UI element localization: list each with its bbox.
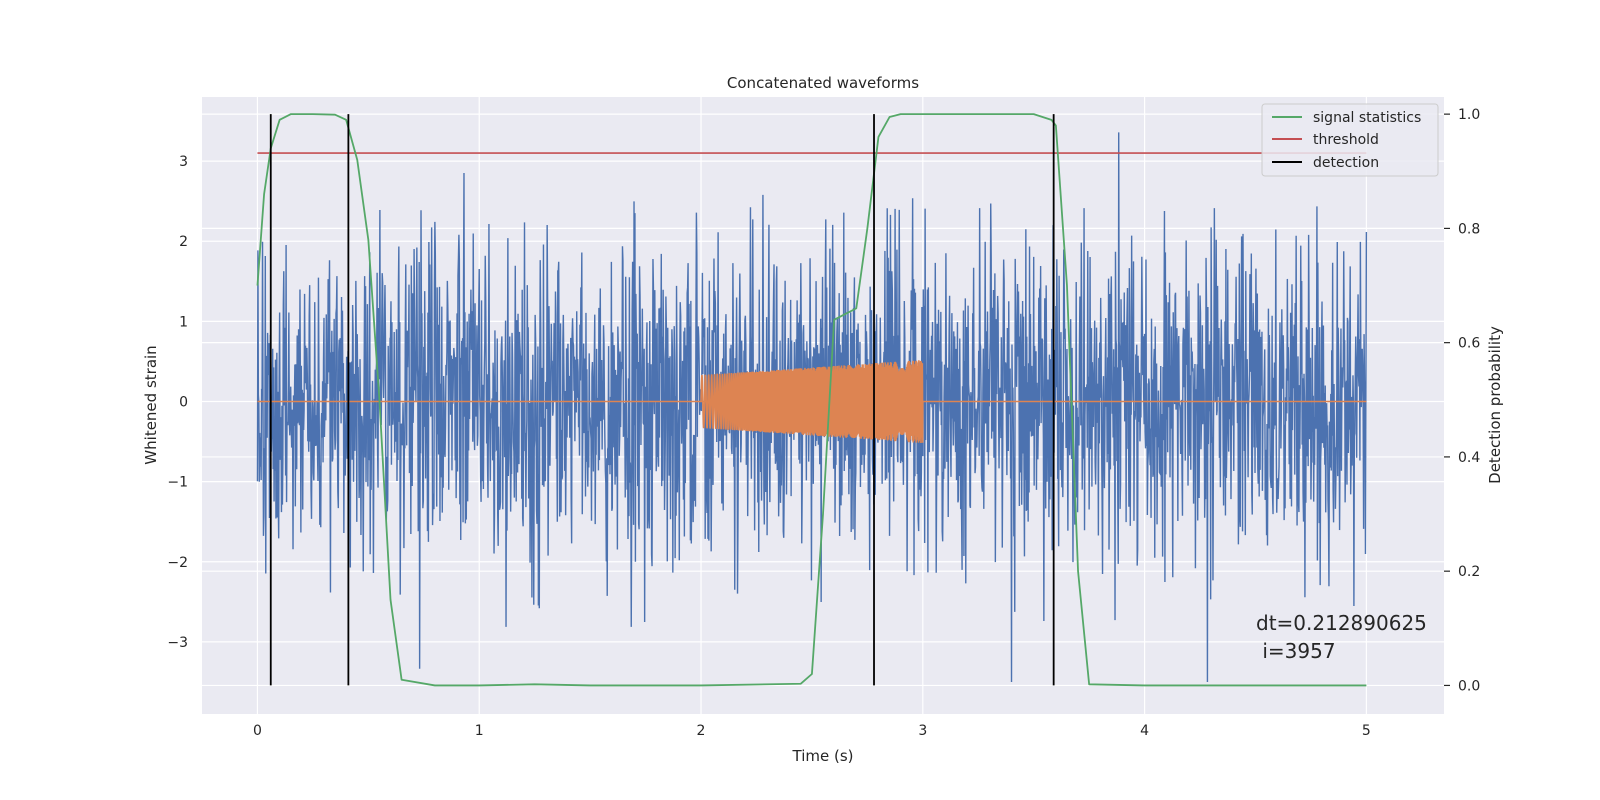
legend-label-threshold: threshold [1313,132,1379,148]
injection-chirp [700,360,924,444]
signal-statistics-line [256,113,1367,687]
detection-lines [269,114,1055,686]
annotation-dt: dt=0.212890625 [1256,611,1427,635]
signal-statistics-series [256,113,1367,687]
x-tick-label-1: 1 [475,723,484,739]
x-tick-label-0: 0 [253,723,262,739]
x-tick-label-2: 2 [697,723,706,739]
legend: signal statistics threshold detection [1261,103,1439,177]
y2-tick-label-4: 0.8 [1458,221,1480,237]
y-tick-label-3: 0 [179,394,188,410]
injection-series [257,360,1367,444]
y2-tick-label-3: 0.6 [1458,336,1480,352]
y2-tick-label-5: 1.0 [1458,107,1480,123]
x-tick-label-4: 4 [1140,723,1149,739]
legend-label-signal: signal statistics [1313,110,1421,126]
y-tick-label-1: −2 [167,555,188,571]
y2-tick-label-1: 0.2 [1458,564,1480,580]
legend-box [1261,103,1439,177]
y-axis-label: Whitened strain [142,345,160,464]
tick-labels: 0 1 2 3 4 5 −3 −2 −1 0 1 2 3 0.0 0.2 0.4 0.6 0.8 1.0 [167,107,1480,739]
y2-tick-label-0: 0.0 [1458,678,1480,694]
y-tick-label-4: 1 [179,314,188,330]
x-axis-label: Time (s) [792,747,854,765]
x-tick-label-5: 5 [1362,723,1371,739]
y-tick-label-6: 3 [179,154,188,170]
y-tick-label-0: −3 [167,635,188,651]
annotation-i: i=3957 [1256,639,1336,663]
y2-tick-label-2: 0.4 [1458,450,1480,466]
legend-label-detection: detection [1313,155,1379,171]
y2-axis-label: Detection probability [1486,326,1504,484]
y-tick-label-2: −1 [167,475,188,491]
chart-title: Concatenated waveforms [727,74,919,92]
x-tick-label-3: 3 [918,723,927,739]
y-tick-label-5: 2 [179,234,188,250]
